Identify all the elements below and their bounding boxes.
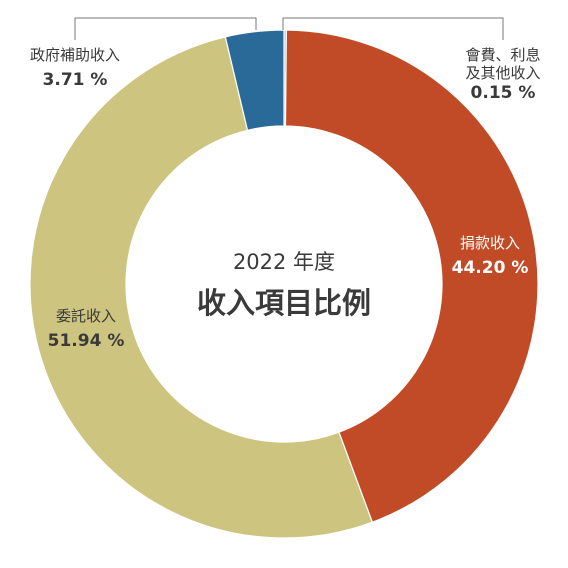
leader-line-3 bbox=[282, 17, 504, 40]
slice-label-name-0: 捐款收入 bbox=[460, 234, 520, 252]
donut-slices bbox=[29, 29, 539, 539]
slice-labels: 捐款收入 44.20 % 委託收入 51.94 % 政府補助收入 3.71 % 會費、利息及… bbox=[30, 46, 541, 351]
slice-label-name-2: 政府補助收入 bbox=[30, 46, 120, 64]
slice-2 bbox=[224, 29, 285, 131]
slice-label-value-2: 3.71 % bbox=[43, 70, 108, 90]
slice-label-value-3: 0.15 % bbox=[471, 83, 536, 103]
leader-line-2 bbox=[74, 17, 257, 40]
slice-label-value-1: 51.94 % bbox=[48, 331, 125, 351]
slice-1 bbox=[29, 36, 374, 539]
label-leader-lines bbox=[74, 17, 504, 40]
slice-label-name-3-line-0: 會費、利息 bbox=[465, 46, 540, 64]
slice-label-name-3-line-1: 及其他收入 bbox=[465, 64, 540, 82]
slice-label-value-0: 44.20 % bbox=[452, 258, 529, 278]
slice-label-name-1: 委託收入 bbox=[56, 307, 116, 325]
chart-subtitle: 2022 年度 bbox=[233, 250, 335, 274]
slice-0 bbox=[284, 29, 539, 523]
chart-title: 收入項目比例 bbox=[197, 286, 371, 320]
